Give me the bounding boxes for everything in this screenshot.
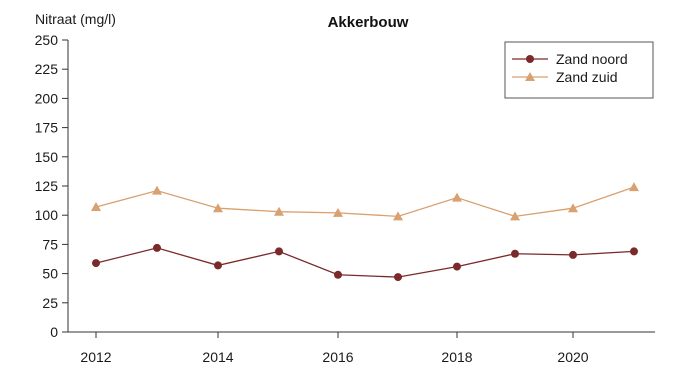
data-point-zand-zuid bbox=[213, 203, 223, 213]
data-point-zand-noord bbox=[569, 250, 577, 259]
legend-label: Zand zuid bbox=[556, 69, 617, 85]
data-point-zand-zuid bbox=[274, 206, 284, 216]
legend-label: Zand noord bbox=[556, 51, 628, 67]
x-tick-label: 2020 bbox=[557, 349, 588, 365]
series-layer bbox=[91, 182, 639, 282]
legend: Zand noord Zand zuid bbox=[504, 41, 654, 99]
series-line-zand-noord bbox=[95, 247, 635, 278]
data-point-zand-noord bbox=[630, 247, 638, 256]
data-point-zand-noord bbox=[511, 249, 519, 258]
data-point-zand-zuid bbox=[629, 182, 639, 192]
series-zand-zuid bbox=[91, 182, 639, 221]
x-tick-label: 2012 bbox=[80, 349, 111, 365]
y-tick-label: 175 bbox=[35, 120, 59, 136]
data-point-zand-noord bbox=[453, 262, 461, 271]
data-point-zand-zuid bbox=[510, 211, 520, 221]
y-tick-label: 225 bbox=[35, 61, 59, 77]
y-tick-label: 125 bbox=[35, 178, 59, 194]
legend-marker bbox=[526, 55, 534, 63]
x-tick-label: 2014 bbox=[202, 349, 233, 365]
data-point-zand-noord bbox=[214, 261, 222, 270]
chart-title: Akkerbouw bbox=[328, 14, 409, 31]
legend-item-zand-noord: Zand noord bbox=[512, 51, 628, 67]
series-zand-noord bbox=[92, 243, 638, 282]
data-point-zand-noord bbox=[153, 243, 161, 252]
data-point-zand-zuid bbox=[152, 185, 162, 195]
legend-box bbox=[504, 41, 654, 99]
data-point-zand-noord bbox=[394, 273, 402, 282]
data-point-zand-zuid bbox=[452, 192, 462, 202]
data-point-zand-noord bbox=[92, 259, 100, 268]
x-tick-label: 2018 bbox=[441, 349, 472, 365]
y-tick-label: 200 bbox=[35, 90, 59, 106]
y-tick-label: 150 bbox=[35, 149, 59, 165]
y-tick-label: 100 bbox=[35, 207, 59, 223]
y-tick-label: 50 bbox=[42, 266, 58, 282]
y-tick-label: 25 bbox=[42, 295, 58, 311]
x-tick-label: 2016 bbox=[322, 349, 353, 365]
legend-item-zand-zuid: Zand zuid bbox=[512, 69, 617, 85]
y-tick-label: 250 bbox=[35, 32, 59, 48]
data-point-zand-noord bbox=[275, 247, 283, 256]
data-point-zand-noord bbox=[334, 270, 342, 279]
data-point-zand-zuid bbox=[393, 211, 403, 221]
y-tick-label: 0 bbox=[50, 324, 58, 340]
y-axis-label: Nitraat (mg/l) bbox=[35, 11, 116, 27]
data-point-zand-zuid bbox=[333, 207, 343, 217]
series-line-zand-zuid bbox=[95, 186, 635, 218]
data-point-zand-zuid bbox=[91, 202, 101, 212]
x-ticks: 2012 2014 2016 2018 2020 bbox=[80, 332, 589, 365]
y-ticks: 0 25 50 75 100 125 150 175 200 225 250 bbox=[35, 32, 68, 340]
data-point-zand-zuid bbox=[568, 203, 578, 213]
legend-marker bbox=[525, 72, 535, 81]
y-tick-label: 75 bbox=[42, 236, 58, 252]
